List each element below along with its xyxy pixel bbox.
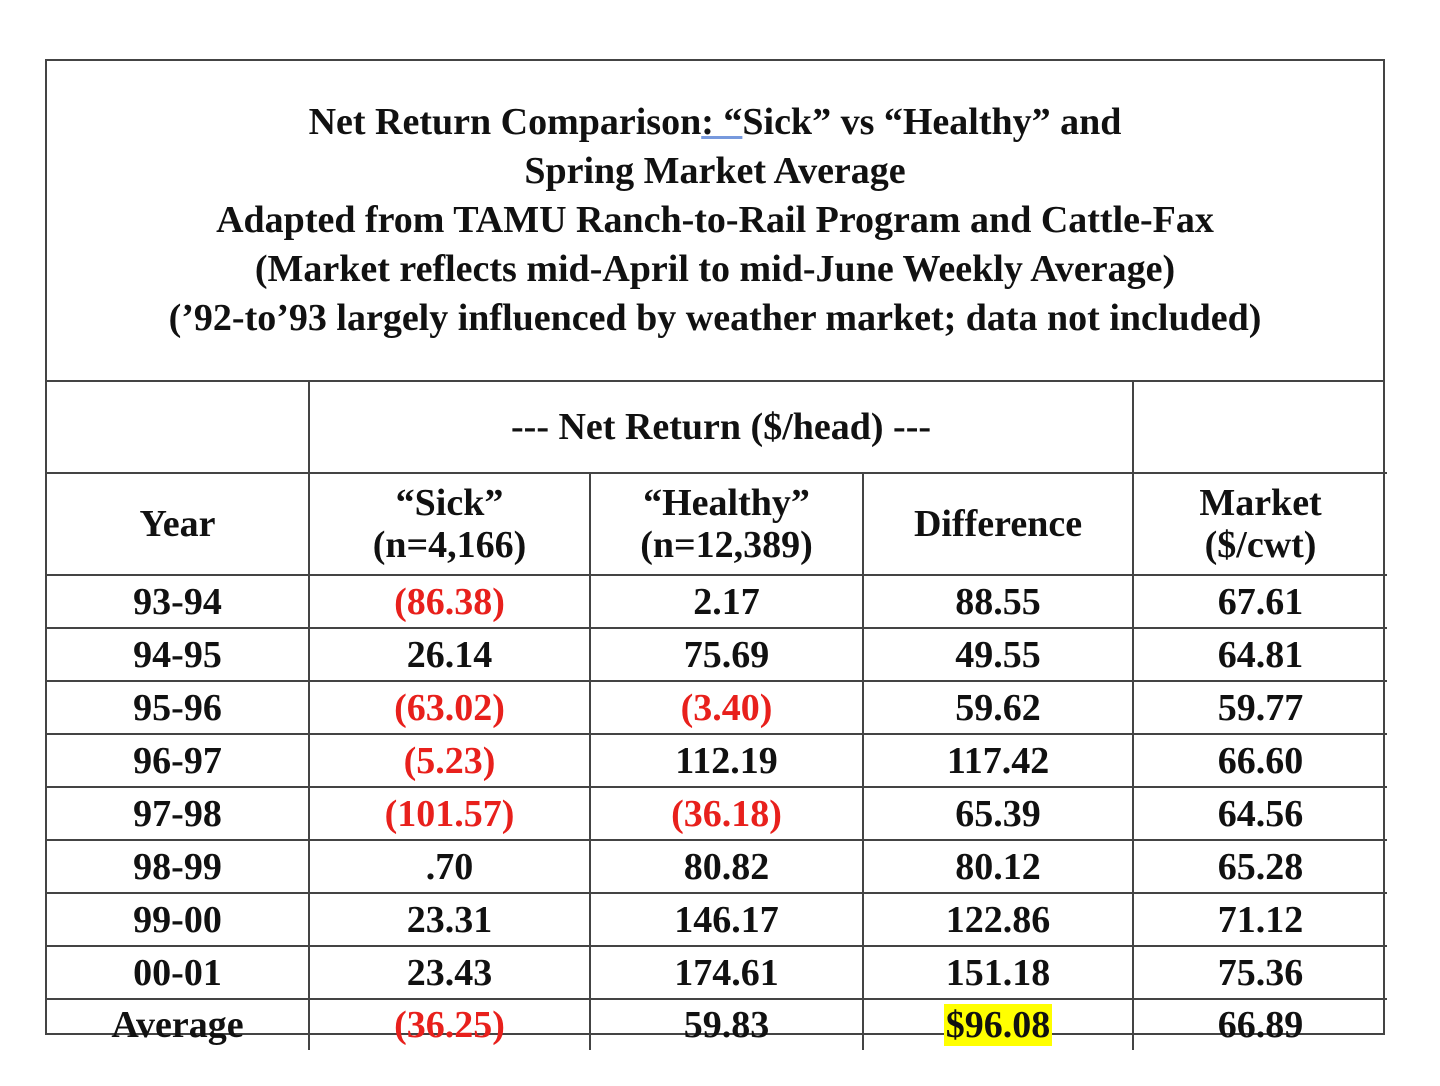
average-difference-highlight: $96.08	[943, 1004, 1053, 1046]
cell-market: 67.61	[1132, 574, 1388, 629]
group-header-empty-left	[47, 382, 310, 474]
title-line-4: (Market reflects mid-April to mid-June W…	[254, 248, 1176, 290]
header-market: Market ($/cwt)	[1132, 472, 1388, 576]
header-healthy-label: “Healthy”	[643, 482, 810, 524]
cell-healthy: 174.61	[589, 945, 864, 1000]
header-market-unit: ($/cwt)	[1204, 524, 1317, 566]
table-row: 99-00 23.31 146.17 122.86 71.12	[47, 892, 1388, 947]
table-row: 98-99 .70 80.82 80.12 65.28	[47, 839, 1388, 894]
cell-sick: 26.14	[308, 627, 591, 682]
average-healthy: 59.83	[589, 998, 864, 1050]
cell-year: 97-98	[47, 786, 310, 841]
header-healthy-count: (n=12,389)	[640, 524, 813, 566]
header-difference: Difference	[861, 472, 1135, 576]
cell-difference: 88.55	[861, 574, 1135, 629]
average-market: 66.89	[1132, 998, 1388, 1050]
table-title-block: Net Return Comparison: “Sick” vs “Health…	[47, 61, 1383, 382]
title-line-5: (’92-to’93 largely influenced by weather…	[168, 297, 1262, 339]
title-line-1-start: Net Return Comparison	[308, 101, 702, 143]
table-row: 96-97 (5.23) 112.19 117.42 66.60	[47, 733, 1388, 788]
cell-year: 95-96	[47, 680, 310, 735]
cell-healthy: 2.17	[589, 574, 864, 629]
cell-market: 71.12	[1132, 892, 1388, 947]
cell-healthy: (3.40)	[589, 680, 864, 735]
net-return-table: --- Net Return ($/head) --- Year “Sick” …	[47, 382, 1388, 1050]
table-row: 93-94 (86.38) 2.17 88.55 67.61	[47, 574, 1388, 629]
cell-market: 66.60	[1132, 733, 1388, 788]
group-header-net-return: --- Net Return ($/head) ---	[307, 382, 1135, 474]
cell-year: 98-99	[47, 839, 310, 894]
cell-market: 65.28	[1132, 839, 1388, 894]
cell-year: 99-00	[47, 892, 310, 947]
cell-sick: (101.57)	[308, 786, 591, 841]
cell-difference: 49.55	[861, 627, 1135, 682]
cell-sick: 23.31	[308, 892, 591, 947]
cell-market: 75.36	[1132, 945, 1388, 1000]
cell-difference: 80.12	[861, 839, 1135, 894]
cell-healthy: (36.18)	[589, 786, 864, 841]
cell-year: 96-97	[47, 733, 310, 788]
cell-sick: 23.43	[308, 945, 591, 1000]
cell-difference: 117.42	[861, 733, 1135, 788]
cell-sick: (86.38)	[308, 574, 591, 629]
header-market-label: Market	[1199, 482, 1322, 524]
cell-year: 00-01	[47, 945, 310, 1000]
cell-market: 59.77	[1132, 680, 1388, 735]
cell-difference: 65.39	[861, 786, 1135, 841]
cell-sick: (63.02)	[308, 680, 591, 735]
header-sick-count: (n=4,166)	[372, 524, 527, 566]
header-healthy: “Healthy” (n=12,389)	[589, 472, 864, 576]
average-row: Average (36.25) 59.83 $96.08 66.89	[47, 998, 1388, 1050]
table-row: 97-98 (101.57) (36.18) 65.39 64.56	[47, 786, 1388, 841]
cell-year: 94-95	[47, 627, 310, 682]
title-line-1: Net Return Comparison: “Sick” vs “Health…	[309, 98, 1122, 147]
cell-healthy: 75.69	[589, 627, 864, 682]
cell-difference: 151.18	[861, 945, 1135, 1000]
cell-healthy: 80.82	[589, 839, 864, 894]
group-header-row: --- Net Return ($/head) ---	[47, 382, 1388, 474]
average-sick: (36.25)	[308, 998, 591, 1050]
cell-year: 93-94	[47, 574, 310, 629]
average-label: Average	[47, 998, 310, 1050]
title-line-1-underlined: : “	[701, 101, 743, 143]
cell-difference: 122.86	[861, 892, 1135, 947]
cell-sick: .70	[308, 839, 591, 894]
group-header-empty-right	[1132, 382, 1388, 474]
header-sick-label: “Sick”	[395, 482, 504, 524]
cell-healthy: 146.17	[589, 892, 864, 947]
cell-healthy: 112.19	[589, 733, 864, 788]
column-header-row: Year “Sick” (n=4,166) “Healthy” (n=12,38…	[47, 472, 1388, 576]
average-difference-cell: $96.08	[861, 998, 1135, 1050]
header-sick: “Sick” (n=4,166)	[308, 472, 591, 576]
cell-difference: 59.62	[861, 680, 1135, 735]
header-year: Year	[47, 472, 310, 576]
table-row: 95-96 (63.02) (3.40) 59.62 59.77	[47, 680, 1388, 735]
cell-sick: (5.23)	[308, 733, 591, 788]
comparison-table-frame: Net Return Comparison: “Sick” vs “Health…	[45, 59, 1388, 1050]
cell-market: 64.81	[1132, 627, 1388, 682]
table-row: 94-95 26.14 75.69 49.55 64.81	[47, 627, 1388, 682]
cell-market: 64.56	[1132, 786, 1388, 841]
title-line-1-end: Sick” vs “Healthy” and	[742, 101, 1122, 143]
title-line-3: Adapted from TAMU Ranch-to-Rail Program …	[216, 199, 1214, 241]
table-row: 00-01 23.43 174.61 151.18 75.36	[47, 945, 1388, 1000]
title-line-2: Spring Market Average	[524, 150, 906, 192]
